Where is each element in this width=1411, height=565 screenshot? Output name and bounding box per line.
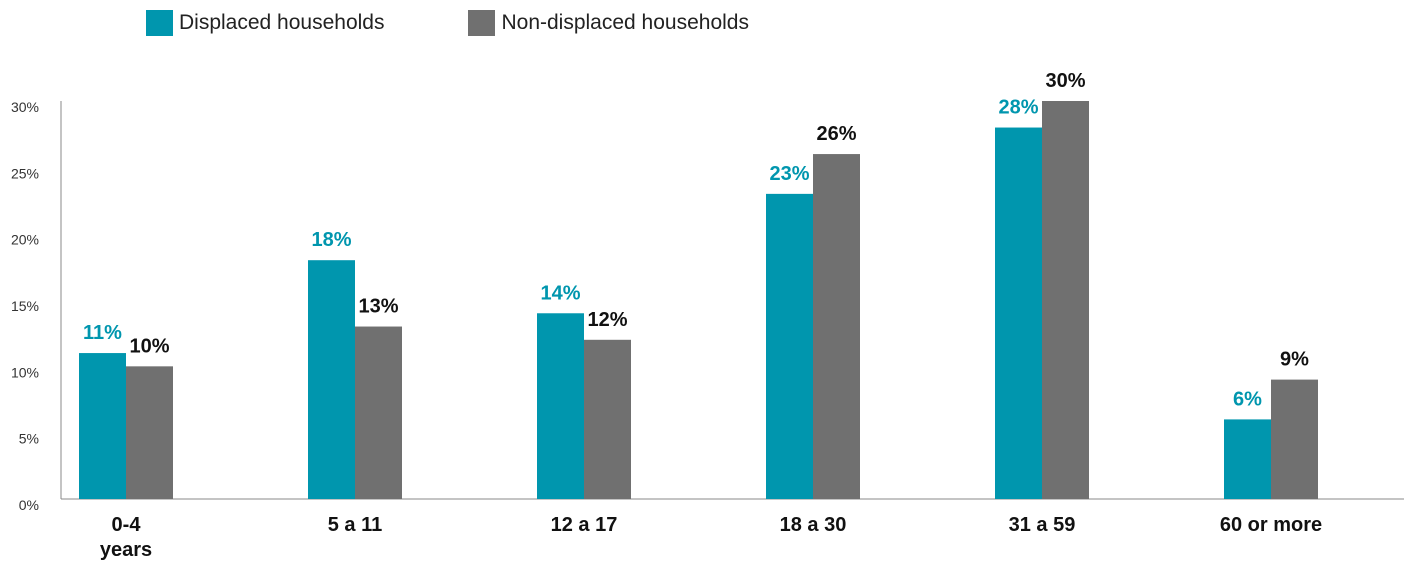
- data-label-non-displaced: 10%: [129, 335, 169, 357]
- y-tick-label: 25%: [11, 165, 39, 181]
- data-label-non-displaced: 26%: [816, 123, 856, 145]
- bar-non-displaced: [813, 154, 860, 500]
- x-category-label: 18 a 30: [780, 514, 847, 536]
- bar-displaced: [308, 260, 355, 499]
- data-label-displaced: 11%: [83, 322, 122, 344]
- data-label-non-displaced: 9%: [1280, 349, 1309, 371]
- data-label-non-displaced: 13%: [358, 296, 398, 318]
- data-label-non-displaced: 12%: [587, 309, 627, 331]
- bar-non-displaced: [1042, 101, 1089, 499]
- x-category-label: 12 a 17: [551, 514, 618, 536]
- legend-label-non-displaced: Non-displaced households: [501, 11, 749, 34]
- legend-swatch-non-displaced: [468, 10, 496, 36]
- bar-displaced: [995, 127, 1042, 500]
- y-tick-label: 10%: [11, 364, 39, 380]
- bar-non-displaced: [1271, 379, 1318, 499]
- x-category-label: 0-4 years: [100, 514, 152, 561]
- bar-displaced: [766, 193, 813, 499]
- chart-legend: Displaced households Non-displaced house…: [146, 10, 833, 36]
- y-tick-label: 20%: [11, 232, 39, 248]
- legend-label-displaced: Displaced households: [179, 11, 385, 34]
- y-tick-label: 0%: [19, 497, 39, 513]
- y-tick-label: 15%: [11, 298, 39, 314]
- data-label-displaced: 6%: [1233, 388, 1262, 410]
- bar-displaced: [1224, 419, 1271, 499]
- y-tick-label: 30%: [11, 99, 39, 115]
- data-label-displaced: 14%: [540, 282, 580, 304]
- data-label-displaced: 18%: [311, 229, 351, 251]
- x-category-label: 5 a 11: [328, 514, 383, 536]
- data-label-displaced: 28%: [998, 97, 1038, 119]
- y-tick-label: 5%: [19, 431, 39, 447]
- data-label-non-displaced: 30%: [1045, 70, 1085, 92]
- bar-displaced: [79, 353, 126, 499]
- x-category-label: 60 or more: [1220, 514, 1322, 536]
- bar-non-displaced: [126, 366, 173, 499]
- bar-non-displaced: [355, 326, 402, 499]
- x-category-label: 31 a 59: [1009, 514, 1076, 536]
- bar-non-displaced: [584, 339, 631, 499]
- bar-displaced: [537, 313, 584, 499]
- data-label-displaced: 23%: [769, 163, 809, 185]
- legend-item-displaced: Displaced households: [146, 10, 384, 36]
- legend-item-non-displaced: Non-displaced households: [468, 10, 749, 36]
- legend-swatch-displaced: [146, 10, 173, 36]
